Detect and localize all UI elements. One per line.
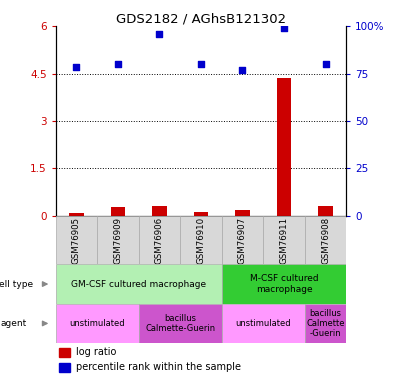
Text: bacillus
Calmette
-Guerin: bacillus Calmette -Guerin <box>306 309 345 338</box>
Point <box>115 60 121 66</box>
Text: percentile rank within the sample: percentile rank within the sample <box>76 362 241 372</box>
Text: GSM76906: GSM76906 <box>155 216 164 264</box>
Text: log ratio: log ratio <box>76 347 117 357</box>
Bar <box>263 216 305 264</box>
Bar <box>305 304 346 343</box>
Point <box>198 62 204 68</box>
Text: GSM76910: GSM76910 <box>197 216 205 264</box>
Point <box>156 31 163 37</box>
Text: GSM76911: GSM76911 <box>279 216 289 264</box>
Bar <box>222 304 305 343</box>
Bar <box>56 264 222 304</box>
Bar <box>222 216 263 264</box>
Bar <box>152 206 167 216</box>
Bar <box>235 210 250 216</box>
Point <box>239 67 246 73</box>
Bar <box>305 216 346 264</box>
Text: GSM76908: GSM76908 <box>321 216 330 264</box>
Title: GDS2182 / AGhsB121302: GDS2182 / AGhsB121302 <box>116 12 286 25</box>
Text: agent: agent <box>1 319 27 328</box>
Text: unstimulated: unstimulated <box>69 319 125 328</box>
Bar <box>97 216 139 264</box>
Bar <box>69 213 84 216</box>
Text: GSM76909: GSM76909 <box>113 216 123 264</box>
Bar <box>56 216 97 264</box>
Bar <box>56 304 139 343</box>
Point <box>322 62 329 68</box>
Text: unstimulated: unstimulated <box>236 319 291 328</box>
Bar <box>194 212 208 216</box>
Text: GM-CSF cultured macrophage: GM-CSF cultured macrophage <box>71 280 206 289</box>
Text: GSM76905: GSM76905 <box>72 216 81 264</box>
Bar <box>180 216 222 264</box>
Bar <box>59 363 70 372</box>
Bar <box>139 304 222 343</box>
Text: M-CSF cultured
macrophage: M-CSF cultured macrophage <box>250 274 318 294</box>
Bar <box>222 264 346 304</box>
Bar <box>139 216 180 264</box>
Point <box>281 25 287 31</box>
Bar <box>59 348 70 357</box>
Text: cell type: cell type <box>0 280 33 289</box>
Bar <box>318 206 333 216</box>
Text: bacillus
Calmette-Guerin: bacillus Calmette-Guerin <box>145 314 215 333</box>
Point <box>73 64 80 70</box>
Bar <box>111 207 125 216</box>
Text: GSM76907: GSM76907 <box>238 216 247 264</box>
Bar <box>277 78 291 216</box>
